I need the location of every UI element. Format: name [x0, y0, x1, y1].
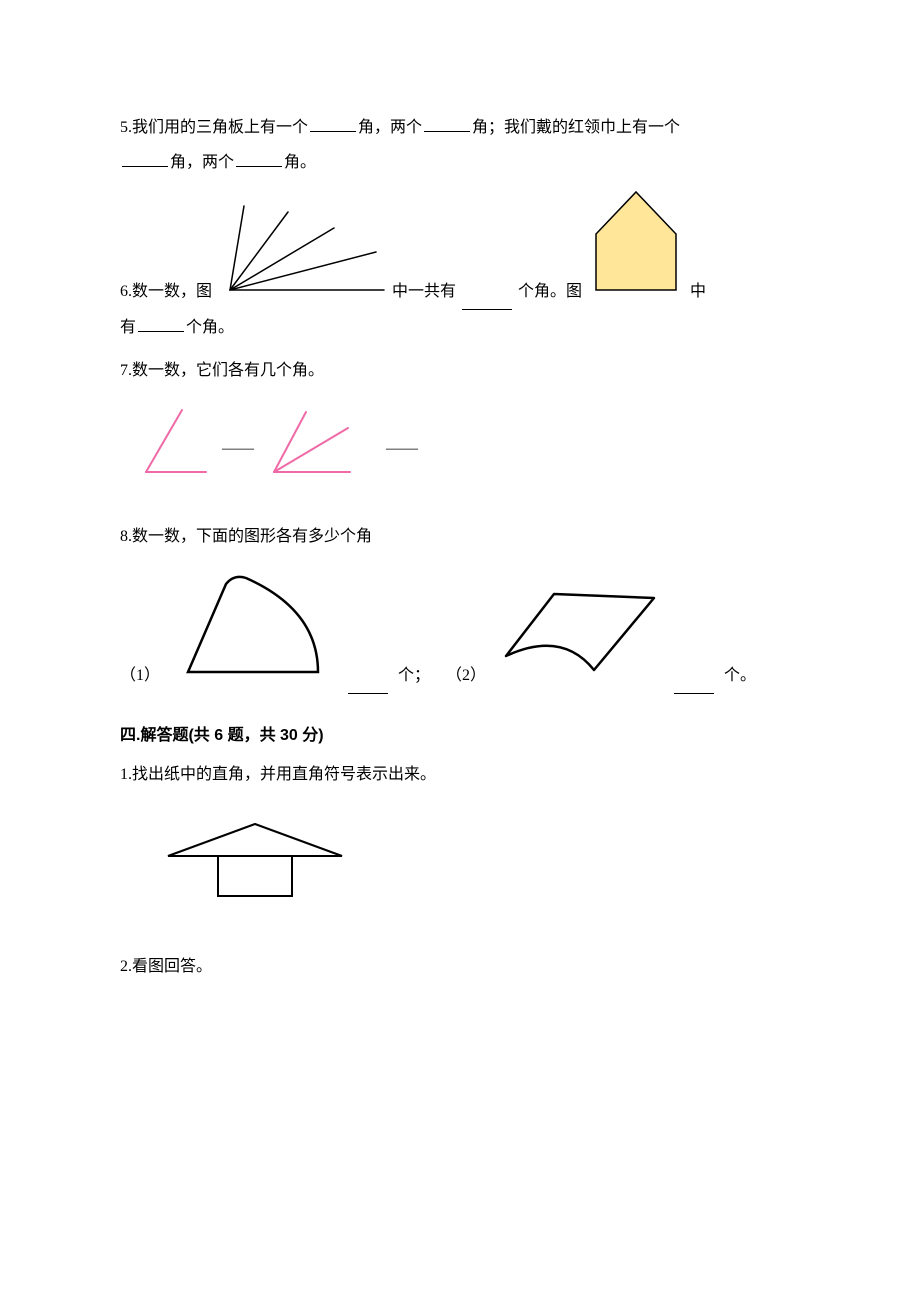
q6-text-4: 中: [690, 274, 706, 309]
q8-label-1: （1）: [120, 658, 160, 693]
q8-blank-1: [348, 677, 388, 694]
q7-shape-b: [266, 406, 354, 491]
q5-blank-3: [122, 150, 168, 167]
q7-shape-a: [138, 406, 210, 491]
q8-label-2: 个；: [398, 658, 430, 693]
q6-blank-2: [138, 315, 184, 332]
question-7-figures: —— ——: [138, 406, 805, 491]
q5-text-4: 角，两个: [170, 154, 234, 171]
s4q1-figure: [160, 816, 805, 919]
q6-blank-1: [462, 293, 512, 310]
q8-shape-1: [168, 570, 338, 693]
question-6-cont: 有 个角。: [120, 310, 805, 345]
q5-text-3: 角；我们戴的红领巾上有一个: [472, 119, 680, 136]
s4q1-text: 1.找出纸中的直角，并用直角符号表示出来。: [120, 766, 436, 783]
question-5: 5.我们用的三角板上有一个角，两个角；我们戴的红领巾上有一个 角，两个角。: [120, 110, 805, 180]
q7-dash-2: ——: [386, 431, 418, 466]
s4q2-text: 2.看图回答。: [120, 958, 212, 975]
q8-label-4: 个。: [724, 658, 756, 693]
s4-question-1: 1.找出纸中的直角，并用直角符号表示出来。: [120, 757, 805, 792]
worksheet-page: 5.我们用的三角板上有一个角，两个角；我们戴的红领巾上有一个 角，两个角。 6.…: [0, 0, 920, 1084]
q5-blank-4: [236, 150, 282, 167]
q6-text-5: 有: [120, 319, 136, 336]
q5-text-1: 5.我们用的三角板上有一个: [120, 119, 308, 136]
question-6: 6.数一数，图 中一共有 个角。图 中: [120, 186, 805, 309]
q6-text-2: 中一共有: [392, 274, 456, 309]
q8-text: 8.数一数，下面的图形各有多少个角: [120, 528, 372, 545]
q5-blank-1: [310, 115, 356, 132]
q7-dash-1: ——: [222, 431, 254, 466]
q7-text: 7.数一数，它们各有几个角。: [120, 362, 324, 379]
question-8-figures: （1） 个； （2） 个。: [120, 570, 805, 693]
q6-fan-diagram: [216, 202, 388, 309]
question-7: 7.数一数，它们各有几个角。: [120, 353, 805, 388]
q8-shape-2: [494, 580, 664, 693]
q6-house-diagram: [586, 186, 686, 309]
question-8: 8.数一数，下面的图形各有多少个角: [120, 519, 805, 554]
section-4-heading: 四.解答题(共 6 题，共 30 分): [120, 718, 805, 753]
s4-question-2: 2.看图回答。: [120, 949, 805, 984]
q8-label-3: （2）: [446, 658, 486, 693]
q6-text-3: 个角。图: [518, 274, 582, 309]
q8-blank-2: [674, 677, 714, 694]
q5-text-2: 角，两个: [358, 119, 422, 136]
q5-text-5: 角。: [284, 154, 316, 171]
q6-text-1: 6.数一数，图: [120, 274, 212, 309]
q6-text-6: 个角。: [186, 319, 234, 336]
q5-blank-2: [424, 115, 470, 132]
